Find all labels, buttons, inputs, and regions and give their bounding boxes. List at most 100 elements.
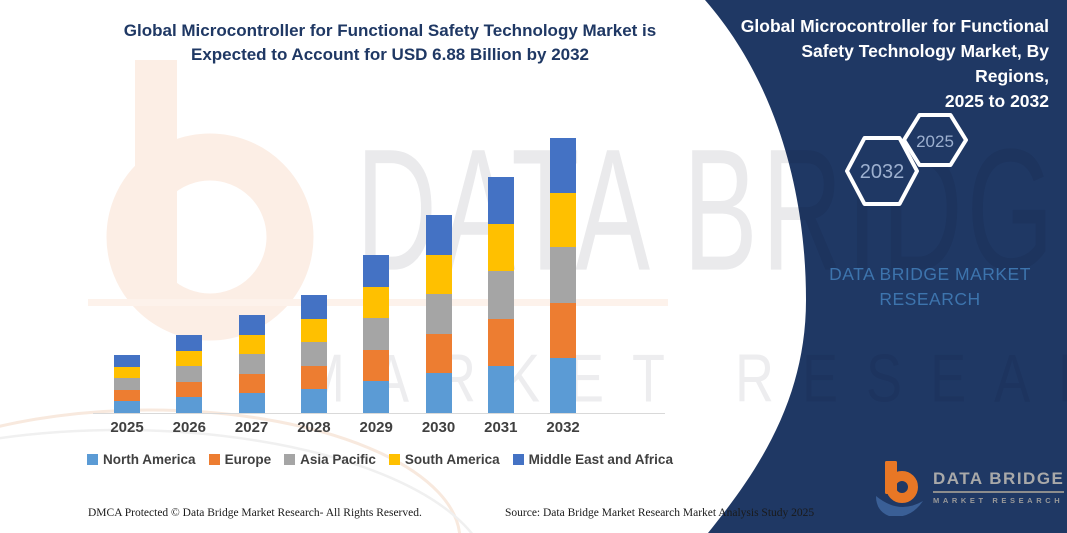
bar-segment-europe <box>487 318 514 366</box>
bar-segment-north-america <box>238 393 265 413</box>
legend-label: North America <box>103 452 196 467</box>
bar-segment-north-america <box>550 357 577 413</box>
bar-segment-asia-pacific <box>550 247 577 303</box>
panel-title: Global Microcontroller for Functional Sa… <box>727 14 1049 114</box>
hexagon-2025-label: 2025 <box>916 132 954 151</box>
bar-segment-south-america <box>363 286 390 319</box>
bar-segment-middle-east-and-africa <box>487 177 514 225</box>
bar-segment-asia-pacific <box>425 294 452 334</box>
watermark-swoosh-1 <box>0 408 461 533</box>
bar-segment-middle-east-and-africa <box>363 255 390 287</box>
x-axis-label-2029: 2029 <box>359 419 393 436</box>
legend-swatch <box>284 454 296 465</box>
bar-segment-north-america <box>363 381 390 413</box>
x-axis-label-2027: 2027 <box>234 419 269 436</box>
bar-segment-north-america <box>114 401 140 413</box>
bar-segment-middle-east-and-africa <box>425 215 452 255</box>
x-axis-line <box>93 413 665 414</box>
bar-segment-south-america <box>176 350 203 367</box>
x-axis-label-2025: 2025 <box>110 419 144 436</box>
panel-brand-line1: DATA BRIDGE MARKET <box>829 264 1031 284</box>
bar-segment-north-america <box>487 365 514 413</box>
dbmr-logo-sub: MARKET RESEARCH <box>933 495 1064 505</box>
bar-segment-europe <box>114 389 140 402</box>
watermark-swoosh-2 <box>0 428 473 533</box>
legend-label: South America <box>404 452 500 467</box>
bar-segment-europe <box>176 381 203 398</box>
legend-swatch <box>512 454 524 465</box>
legend-item-south-america: South America <box>388 452 500 467</box>
panel-title-line1: Global Microcontroller for Functional <box>740 16 1049 36</box>
chart-title-line1: Global Microcontroller for Functional Sa… <box>123 21 657 40</box>
dbmr-logo-text: DATA BRIDGE MARKET RESEARCH <box>933 469 1065 505</box>
bar-segment-europe <box>425 333 452 374</box>
bar-segment-asia-pacific <box>363 318 390 350</box>
x-axis-label-2030: 2030 <box>421 419 456 436</box>
bar-2028 <box>300 295 327 413</box>
bar-2031 <box>487 177 514 413</box>
bar-2032 <box>550 137 577 413</box>
bar-segment-south-america <box>487 224 514 272</box>
logo-swoosh <box>876 496 923 516</box>
bar-2030 <box>425 215 452 413</box>
legend-label: Asia Pacific <box>300 452 376 467</box>
dbmr-logo: DATA BRIDGE MARKET RESEARCH <box>872 458 1065 516</box>
chart-title-line2: Expected to Account for USD 6.88 Billion… <box>190 45 590 64</box>
bar-segment-europe <box>300 365 327 390</box>
x-axis-label-2026: 2026 <box>172 419 206 436</box>
footer-source: Source: Data Bridge Market Research Mark… <box>505 507 815 519</box>
bar-segment-europe <box>550 302 577 358</box>
side-panel-path <box>705 0 1067 533</box>
legend-swatch <box>87 454 99 465</box>
bar-segment-south-america <box>300 318 327 343</box>
logo-b-bowl <box>886 471 918 503</box>
bar-2029 <box>363 255 390 413</box>
hexagon-2025 <box>902 113 968 167</box>
dbmr-logo-mark <box>876 461 923 516</box>
bar-2025 <box>114 355 140 413</box>
legend: North America Europe Asia Pacific South Ame… <box>50 452 710 467</box>
bar-segment-asia-pacific <box>238 354 265 374</box>
panel-brand-text: DATA BRIDGE MARKET RESEARCH <box>780 262 1067 312</box>
bar-2027 <box>238 315 265 413</box>
panel-title-line2: Safety Technology Market, By Regions, <box>801 41 1049 86</box>
x-axis-label-2031: 2031 <box>484 419 518 436</box>
bar-segment-middle-east-and-africa <box>238 315 265 335</box>
bar-segment-asia-pacific <box>176 366 203 382</box>
bar-segment-south-america <box>114 366 140 379</box>
hexagon-2032-label: 2032 <box>860 161 905 183</box>
bar-segment-europe <box>238 373 265 394</box>
bar-segment-north-america <box>176 397 203 413</box>
legend-item-north-america: North America <box>87 452 196 467</box>
legend-swatch <box>208 454 220 465</box>
bar-segment-middle-east-and-africa <box>176 335 203 351</box>
bar-segment-south-america <box>238 334 265 355</box>
hexagon-2032 <box>845 136 919 206</box>
panel-title-line3: 2025 to 2032 <box>944 91 1049 111</box>
footer-copyright: DMCA Protected © Data Bridge Market Rese… <box>88 507 422 519</box>
legend-swatch <box>388 454 400 465</box>
bar-segment-europe <box>363 349 390 382</box>
legend-item-middle-east-and-africa: Middle East and Africa <box>512 452 673 467</box>
bar-segment-asia-pacific <box>114 378 140 390</box>
watermark-b-bowl <box>106 133 314 341</box>
bar-segment-middle-east-and-africa <box>550 137 577 193</box>
dbmr-logo-name: DATA BRIDGE <box>933 469 1065 493</box>
legend-item-europe: Europe <box>208 452 272 467</box>
legend-label: Middle East and Africa <box>528 452 673 467</box>
bar-segment-asia-pacific <box>487 271 514 319</box>
bar-segment-north-america <box>300 389 327 413</box>
chart-title: Global Microcontroller for Functional Sa… <box>95 19 685 67</box>
bar-segment-middle-east-and-africa <box>300 295 327 319</box>
legend-label: Europe <box>224 452 272 467</box>
bar-segment-south-america <box>550 192 577 248</box>
x-axis-label-2032: 2032 <box>546 419 580 436</box>
bar-segment-south-america <box>425 254 452 295</box>
x-axis-label-2028: 2028 <box>297 419 331 436</box>
bar-2026 <box>176 335 203 413</box>
